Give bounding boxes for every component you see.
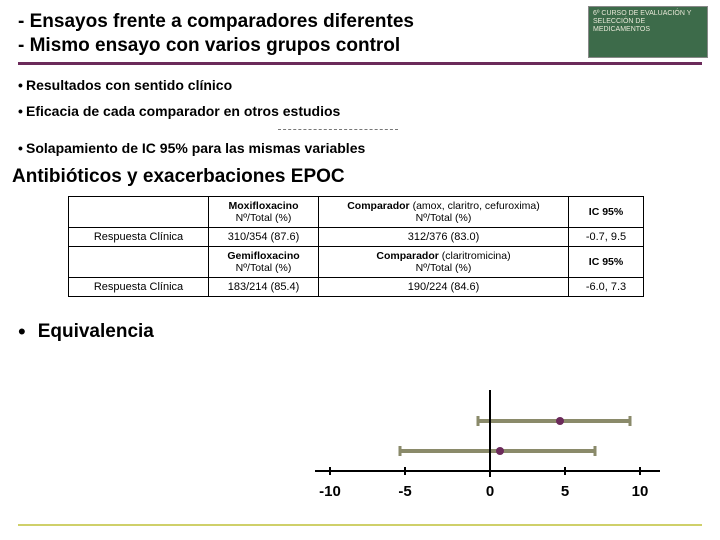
cell-comp-value: 312/376 (83.0) — [319, 227, 569, 246]
cell-label: Respuesta Clínica — [69, 277, 209, 296]
equivalence-label: Equivalencia — [38, 321, 154, 343]
bullet-3: •Solapamiento de IC 95% para las mismas … — [18, 140, 702, 156]
axis-tick-label: -10 — [319, 483, 341, 500]
table-row: Gemifloxacino Nº/Total (%) Comparador (c… — [69, 246, 644, 277]
table-row: Respuesta Clínica 310/354 (87.6) 312/376… — [69, 227, 644, 246]
bullet-1: •Resultados con sentido clínico — [18, 77, 702, 93]
title-underline — [18, 62, 702, 65]
cell-drug-header: Gemifloxacino Nº/Total (%) — [209, 246, 319, 277]
cell-ic-header: IC 95% — [569, 196, 644, 227]
cell-ic-value: -6.0, 7.3 — [569, 277, 644, 296]
cell-drug-header: Moxifloxacino Nº/Total (%) — [209, 196, 319, 227]
course-badge: 6º CURSO DE EVALUACIÓN Y SELECCIÓN DE ME… — [588, 6, 708, 58]
equivalence-row: • Equivalencia — [18, 319, 702, 345]
cell-ic-header: IC 95% — [569, 246, 644, 277]
dashed-separator — [278, 129, 398, 130]
axis-tick-label: 0 — [486, 483, 494, 500]
cell-blank — [69, 196, 209, 227]
course-badge-text: 6º CURSO DE EVALUACIÓN Y SELECCIÓN DE ME… — [593, 10, 691, 33]
axis-tick-label: 5 — [561, 483, 569, 500]
cell-drug-value: 310/354 (87.6) — [209, 227, 319, 246]
footer-rule — [18, 524, 702, 526]
bullet-dot-icon: • — [18, 319, 26, 345]
bullet-list: •Resultados con sentido clínico •Eficaci… — [18, 77, 702, 156]
table-row: Respuesta Clínica 183/214 (85.4) 190/224… — [69, 277, 644, 296]
cell-ic-value: -0.7, 9.5 — [569, 227, 644, 246]
cell-comp-header: Comparador (claritromicina) Nº/Total (%) — [319, 246, 569, 277]
cell-comp-value: 190/224 (84.6) — [319, 277, 569, 296]
axis-tick-label: 10 — [632, 483, 649, 500]
comparison-table: Moxifloxacino Nº/Total (%) Comparador (a… — [68, 196, 644, 297]
cell-blank — [69, 246, 209, 277]
table-row: Moxifloxacino Nº/Total (%) Comparador (a… — [69, 196, 644, 227]
cell-label: Respuesta Clínica — [69, 227, 209, 246]
cell-drug-value: 183/214 (85.4) — [209, 277, 319, 296]
section-heading: Antibióticos y exacerbaciones EPOC — [12, 166, 702, 188]
cell-comp-header: Comparador (amox, claritro, cefuroxima) … — [319, 196, 569, 227]
forest-plot: -10 -5 0 5 10 — [310, 415, 670, 510]
bullet-2: •Eficacia de cada comparador en otros es… — [18, 103, 702, 119]
axis-tick-label: -5 — [398, 483, 411, 500]
